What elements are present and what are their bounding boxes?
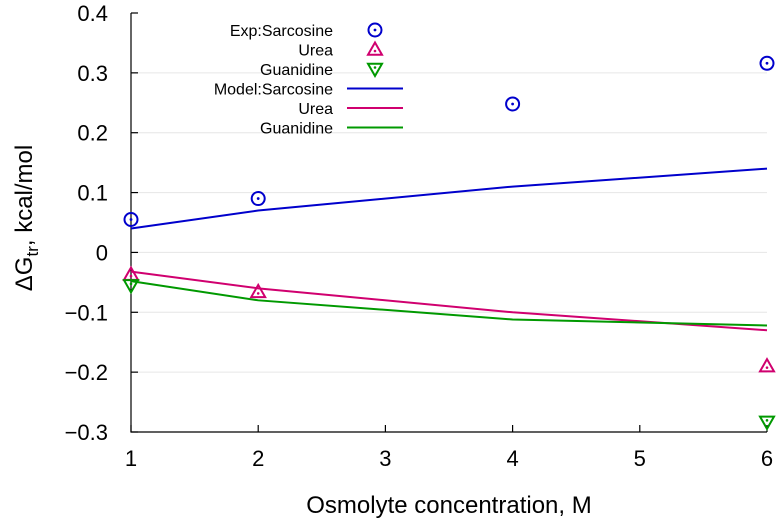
data-point-urea-1-dot — [765, 366, 769, 369]
legend-marker-sample — [366, 40, 384, 56]
legend-marker-sample-shape — [366, 40, 384, 56]
series-line-guanidine-5 — [130, 280, 768, 327]
legend-marker-sample-ring — [367, 22, 383, 38]
data-point-exp-sarcosine-0-ring — [250, 191, 266, 207]
x-tick-label: 1 — [125, 446, 137, 471]
data-point-exp-sarcosine-0-dot — [256, 197, 260, 200]
data-point-urea-1 — [758, 357, 776, 373]
y-axis-title: ΔGtr, kcal/mol — [11, 145, 42, 291]
y-tick-labels: −0.3 −0.2 −0.1 0 0.1 0.2 0.3 0.4 — [65, 1, 108, 445]
data-point-exp-sarcosine-0 — [123, 212, 139, 228]
legend-marker-sample-dot — [373, 66, 377, 69]
series-line-model-sarcosine-3 — [130, 167, 768, 230]
x-tick-label: 4 — [506, 446, 518, 471]
y-tick-label: 0 — [96, 240, 108, 265]
x-tick-labels: 1 2 3 4 5 6 — [125, 446, 773, 471]
legend-marker-sample — [367, 22, 383, 38]
data-point-exp-sarcosine-0-ring — [123, 212, 139, 228]
data-point-guanidine-2 — [758, 415, 776, 431]
legend-label: Model:Sarcosine — [214, 82, 333, 99]
axes — [130, 12, 768, 433]
data-point-guanidine-2-shape — [758, 415, 776, 431]
data-point-exp-sarcosine-0 — [505, 96, 521, 112]
y-tick-label: −0.3 — [65, 420, 108, 445]
legend-marker-sample-dot — [373, 28, 377, 32]
data-point-exp-sarcosine-0 — [759, 55, 775, 71]
data-point-guanidine-2-dot — [129, 282, 133, 286]
legend-label: Guanidine — [260, 62, 333, 79]
legend-label: Urea — [298, 43, 333, 60]
data-point-exp-sarcosine-0 — [250, 191, 266, 207]
y-tick-label: 0.3 — [77, 61, 108, 86]
data-point-urea-1-shape — [249, 282, 267, 299]
x-axis-title: Osmolyte concentration, M — [306, 492, 591, 519]
x-tick-label: 6 — [761, 446, 773, 471]
data-point-urea-1 — [249, 282, 267, 299]
x-tick-label: 3 — [379, 446, 391, 471]
x-tick-label: 5 — [634, 446, 646, 471]
y-axis-title-delta: ΔG — [11, 257, 38, 292]
y-axis-title-rest: , kcal/mol — [11, 145, 38, 246]
y-tick-label: −0.1 — [65, 300, 108, 325]
data-point-exp-sarcosine-0-ring — [759, 55, 775, 71]
data-point-urea-1-shape — [758, 357, 776, 373]
legend-marker-sample-shape — [366, 62, 384, 79]
series-points — [122, 55, 776, 431]
x-tick-label: 2 — [252, 446, 264, 471]
data-point-exp-sarcosine-0-ring — [505, 96, 521, 112]
legend: Exp:Sarcosine Urea Guanidine Model:Sarcosin… — [214, 22, 403, 138]
data-point-urea-1-dot — [256, 292, 260, 295]
data-point-exp-sarcosine-0-dot — [765, 61, 769, 65]
axis-lines — [130, 13, 767, 433]
y-tick-label: 0.1 — [77, 181, 108, 206]
legend-label: Urea — [298, 101, 333, 118]
data-point-exp-sarcosine-0-dot — [511, 102, 514, 106]
y-tick-label: 0.2 — [77, 121, 108, 146]
data-point-urea-1-dot — [129, 274, 133, 278]
y-tick-label: −0.2 — [65, 360, 108, 385]
data-point-guanidine-2-dot — [765, 419, 769, 422]
gridlines — [131, 72, 767, 373]
series-lines — [130, 167, 768, 332]
legend-marker-sample-dot — [373, 49, 377, 53]
data-point-guanidine-2 — [122, 279, 140, 295]
data-point-exp-sarcosine-0-dot — [129, 218, 133, 221]
legend-label: Exp:Sarcosine — [230, 23, 333, 40]
series-line-urea-4 — [130, 270, 768, 332]
legend-label: Guanidine — [260, 121, 333, 138]
legend-marker-sample — [366, 62, 384, 79]
y-axis-title-sub: tr — [23, 246, 42, 257]
data-point-guanidine-2-shape — [122, 279, 140, 295]
y-tick-label: 0.4 — [77, 1, 108, 26]
